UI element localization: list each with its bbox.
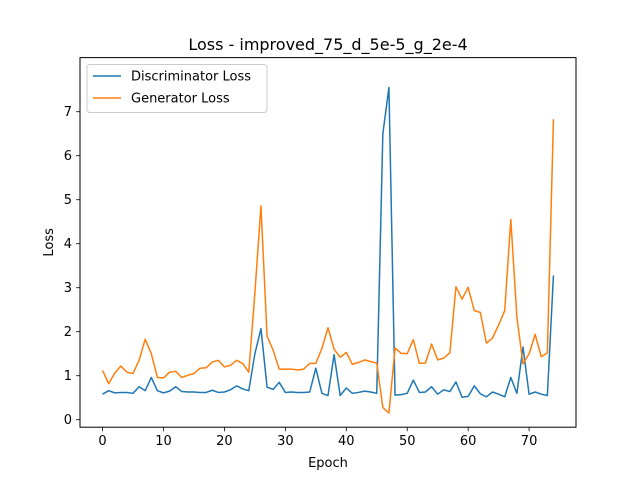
- x-axis: 0 10 20 30 40 50 60 70: [98, 427, 537, 449]
- series-line-discriminator: [102, 86, 555, 399]
- y-tick-label: 3: [64, 281, 72, 296]
- legend-label-generator: Generator Loss: [131, 92, 230, 107]
- x-tick-label: 20: [216, 434, 233, 449]
- chart-title: Loss - improved_75_d_5e-5_g_2e-4: [188, 35, 467, 55]
- x-tick-label: 50: [399, 434, 416, 449]
- legend: Discriminator Loss Generator Loss: [86, 64, 268, 113]
- x-axis-label: Epoch: [308, 456, 348, 471]
- y-tick-label: 1: [64, 369, 72, 384]
- x-tick-label: 10: [155, 434, 172, 449]
- plot-area-frame: [79, 57, 577, 428]
- x-tick-label: 30: [277, 434, 294, 449]
- legend-label-discriminator: Discriminator Loss: [131, 70, 251, 85]
- x-tick-label: 60: [460, 434, 477, 449]
- y-tick-label: 0: [64, 413, 72, 428]
- y-tick-label: 2: [64, 325, 72, 340]
- y-axis-label: Loss: [42, 228, 57, 257]
- legend-frame: [86, 64, 268, 113]
- x-tick-label: 0: [98, 434, 106, 449]
- x-tick-label: 40: [338, 434, 355, 449]
- y-tick-label: 6: [64, 149, 72, 164]
- x-tick-label: 70: [521, 434, 538, 449]
- series-line-generator: [101, 119, 555, 414]
- y-axis: 0 1 2 3 4 5 6 7: [64, 105, 80, 428]
- y-tick-label: 4: [64, 237, 72, 252]
- plot-lines: [101, 86, 555, 414]
- y-tick-label: 5: [64, 193, 72, 208]
- y-tick-label: 7: [64, 105, 72, 120]
